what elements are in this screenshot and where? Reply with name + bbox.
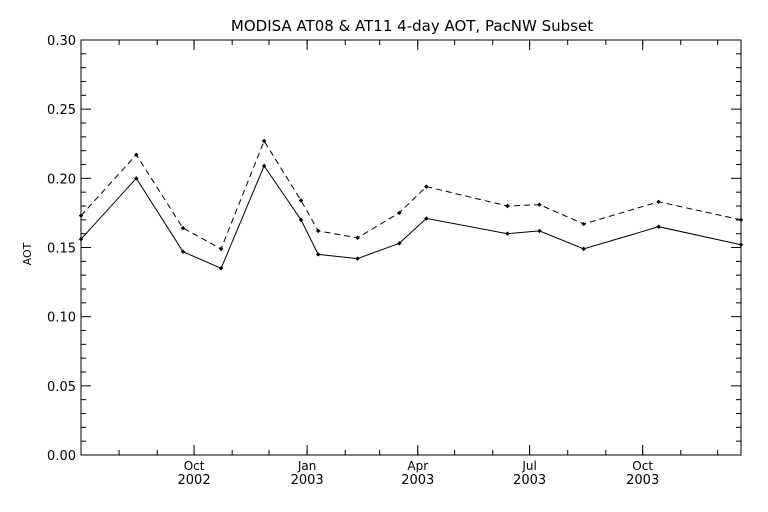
y-tick-label: 0.30 bbox=[47, 34, 76, 49]
y-tick-label: 0.00 bbox=[47, 449, 76, 464]
x-tick-year-label: 2002 bbox=[178, 473, 211, 488]
data-point-1-12 bbox=[581, 246, 586, 252]
data-point-0-9 bbox=[424, 184, 429, 189]
y-tick-label: 0.20 bbox=[47, 172, 76, 187]
y-tick-label: 0.15 bbox=[47, 242, 76, 257]
data-point-0-14 bbox=[738, 217, 744, 223]
y-tick-label: 0.05 bbox=[47, 380, 76, 395]
axis-ticks: 0.000.050.100.150.200.250.30Oct2002Jan20… bbox=[47, 34, 741, 488]
data-point-1-1 bbox=[134, 176, 139, 181]
data-point-1-5 bbox=[298, 217, 304, 223]
x-tick-month-label: Jul bbox=[521, 459, 536, 473]
data-point-1-11 bbox=[537, 228, 542, 234]
data-point-1-13 bbox=[656, 224, 661, 229]
data-point-1-9 bbox=[424, 216, 429, 221]
y-axis-label: AOT bbox=[21, 242, 34, 265]
data-point-1-7 bbox=[355, 256, 360, 261]
x-tick-month-label: Apr bbox=[407, 459, 428, 473]
data-point-1-4 bbox=[261, 163, 267, 169]
data-point-0-11 bbox=[537, 202, 542, 207]
data-point-0-1 bbox=[134, 152, 139, 158]
data-point-1-6 bbox=[316, 252, 321, 257]
data-point-0-12 bbox=[581, 221, 586, 227]
x-tick-year-label: 2003 bbox=[626, 473, 659, 488]
y-tick-label: 0.25 bbox=[47, 103, 76, 118]
data-point-1-10 bbox=[505, 231, 510, 236]
data-point-0-13 bbox=[656, 199, 661, 205]
data-point-0-0 bbox=[78, 213, 84, 218]
data-point-0-5 bbox=[298, 198, 304, 203]
data-point-0-2 bbox=[180, 225, 186, 231]
x-tick-month-label: Oct bbox=[632, 459, 653, 473]
data-point-0-6 bbox=[316, 228, 321, 234]
data-point-1-8 bbox=[397, 241, 402, 246]
data-point-0-10 bbox=[505, 203, 510, 209]
series-solid-line bbox=[80, 164, 742, 269]
chart-title: MODISA AT08 & AT11 4-day AOT, PacNW Subs… bbox=[231, 17, 593, 35]
y-tick-label: 0.10 bbox=[47, 311, 76, 326]
data-point-1-2 bbox=[180, 249, 186, 254]
series-group bbox=[78, 138, 744, 271]
x-tick-year-label: 2003 bbox=[401, 473, 434, 488]
data-point-0-4 bbox=[261, 138, 267, 144]
data-point-0-7 bbox=[355, 235, 360, 241]
data-point-0-8 bbox=[397, 210, 402, 216]
x-tick-month-label: Jan bbox=[297, 459, 317, 473]
x-tick-year-label: 2003 bbox=[513, 473, 546, 488]
data-point-1-0 bbox=[78, 237, 84, 242]
data-point-1-3 bbox=[218, 266, 224, 271]
data-point-0-3 bbox=[218, 246, 224, 252]
x-tick-month-label: Oct bbox=[184, 459, 205, 473]
data-point-1-14 bbox=[738, 242, 744, 247]
x-tick-year-label: 2003 bbox=[291, 473, 324, 488]
